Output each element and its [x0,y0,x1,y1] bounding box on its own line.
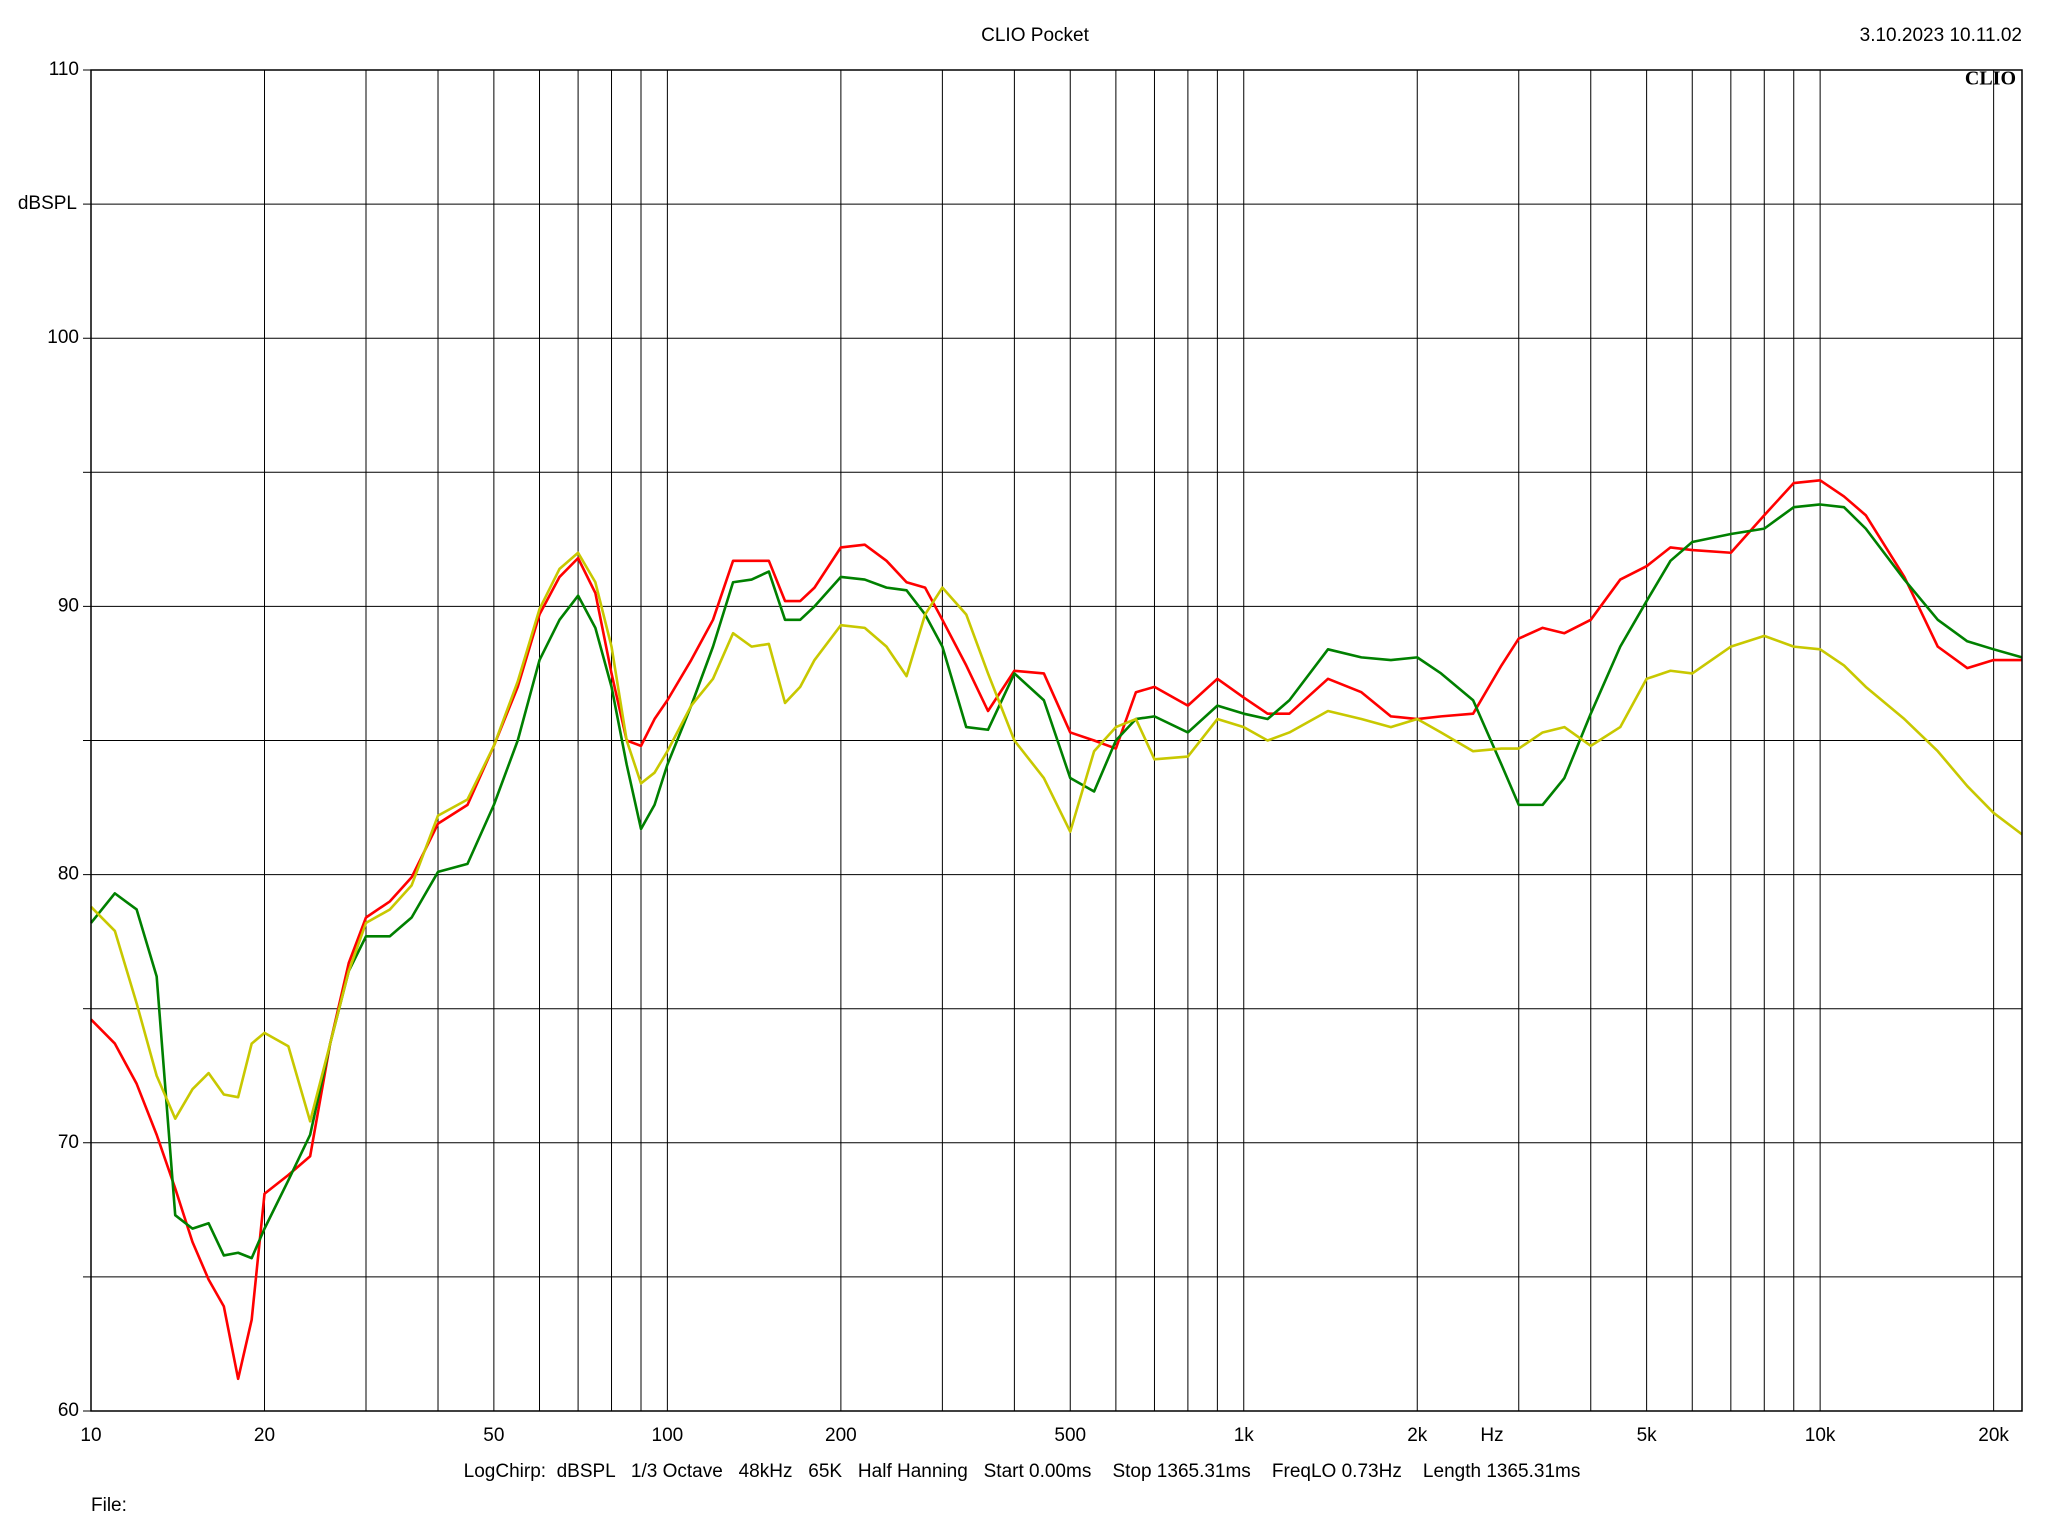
plot-frame [90,69,2023,1412]
timestamp: 3.10.2023 10.11.02 [1860,25,2022,46]
y-axis-label: dBSPL [18,193,77,214]
x-tick-label: 50 [483,1425,504,1446]
x-tick-label: 10 [80,1425,101,1446]
y-tick-label: 110 [49,59,79,80]
y-tick-label: 80 [58,864,79,885]
y-tick-label: 100 [47,327,79,348]
x-tick-label: 2k [1407,1425,1428,1446]
y-tick-label: 90 [58,595,79,616]
logo: CLIO [1965,68,2016,90]
x-tick-label: 5k [1637,1425,1658,1446]
x-tick-label: 10k [1805,1425,1836,1446]
x-tick-label: 500 [1054,1425,1086,1446]
x-tick-label: 20k [1978,1425,2009,1446]
x-tick-label: 100 [652,1425,684,1446]
x-tick-label: 20 [254,1425,275,1446]
file-label: File: [91,1495,127,1516]
series-line [90,551,2023,1123]
x-tick-label: 1k [1234,1425,1255,1446]
y-tick-label: 60 [58,1400,79,1421]
y-tick-label: 70 [58,1132,79,1153]
x-axis-label: Hz [1480,1425,1503,1446]
footer: LogChirp: dBSPL 1/3 Octave 48kHz 65K Hal… [464,1461,1581,1482]
chart-title: CLIO Pocket [981,25,1089,46]
series-line [90,479,2022,1381]
x-tick-label: 200 [825,1425,857,1446]
